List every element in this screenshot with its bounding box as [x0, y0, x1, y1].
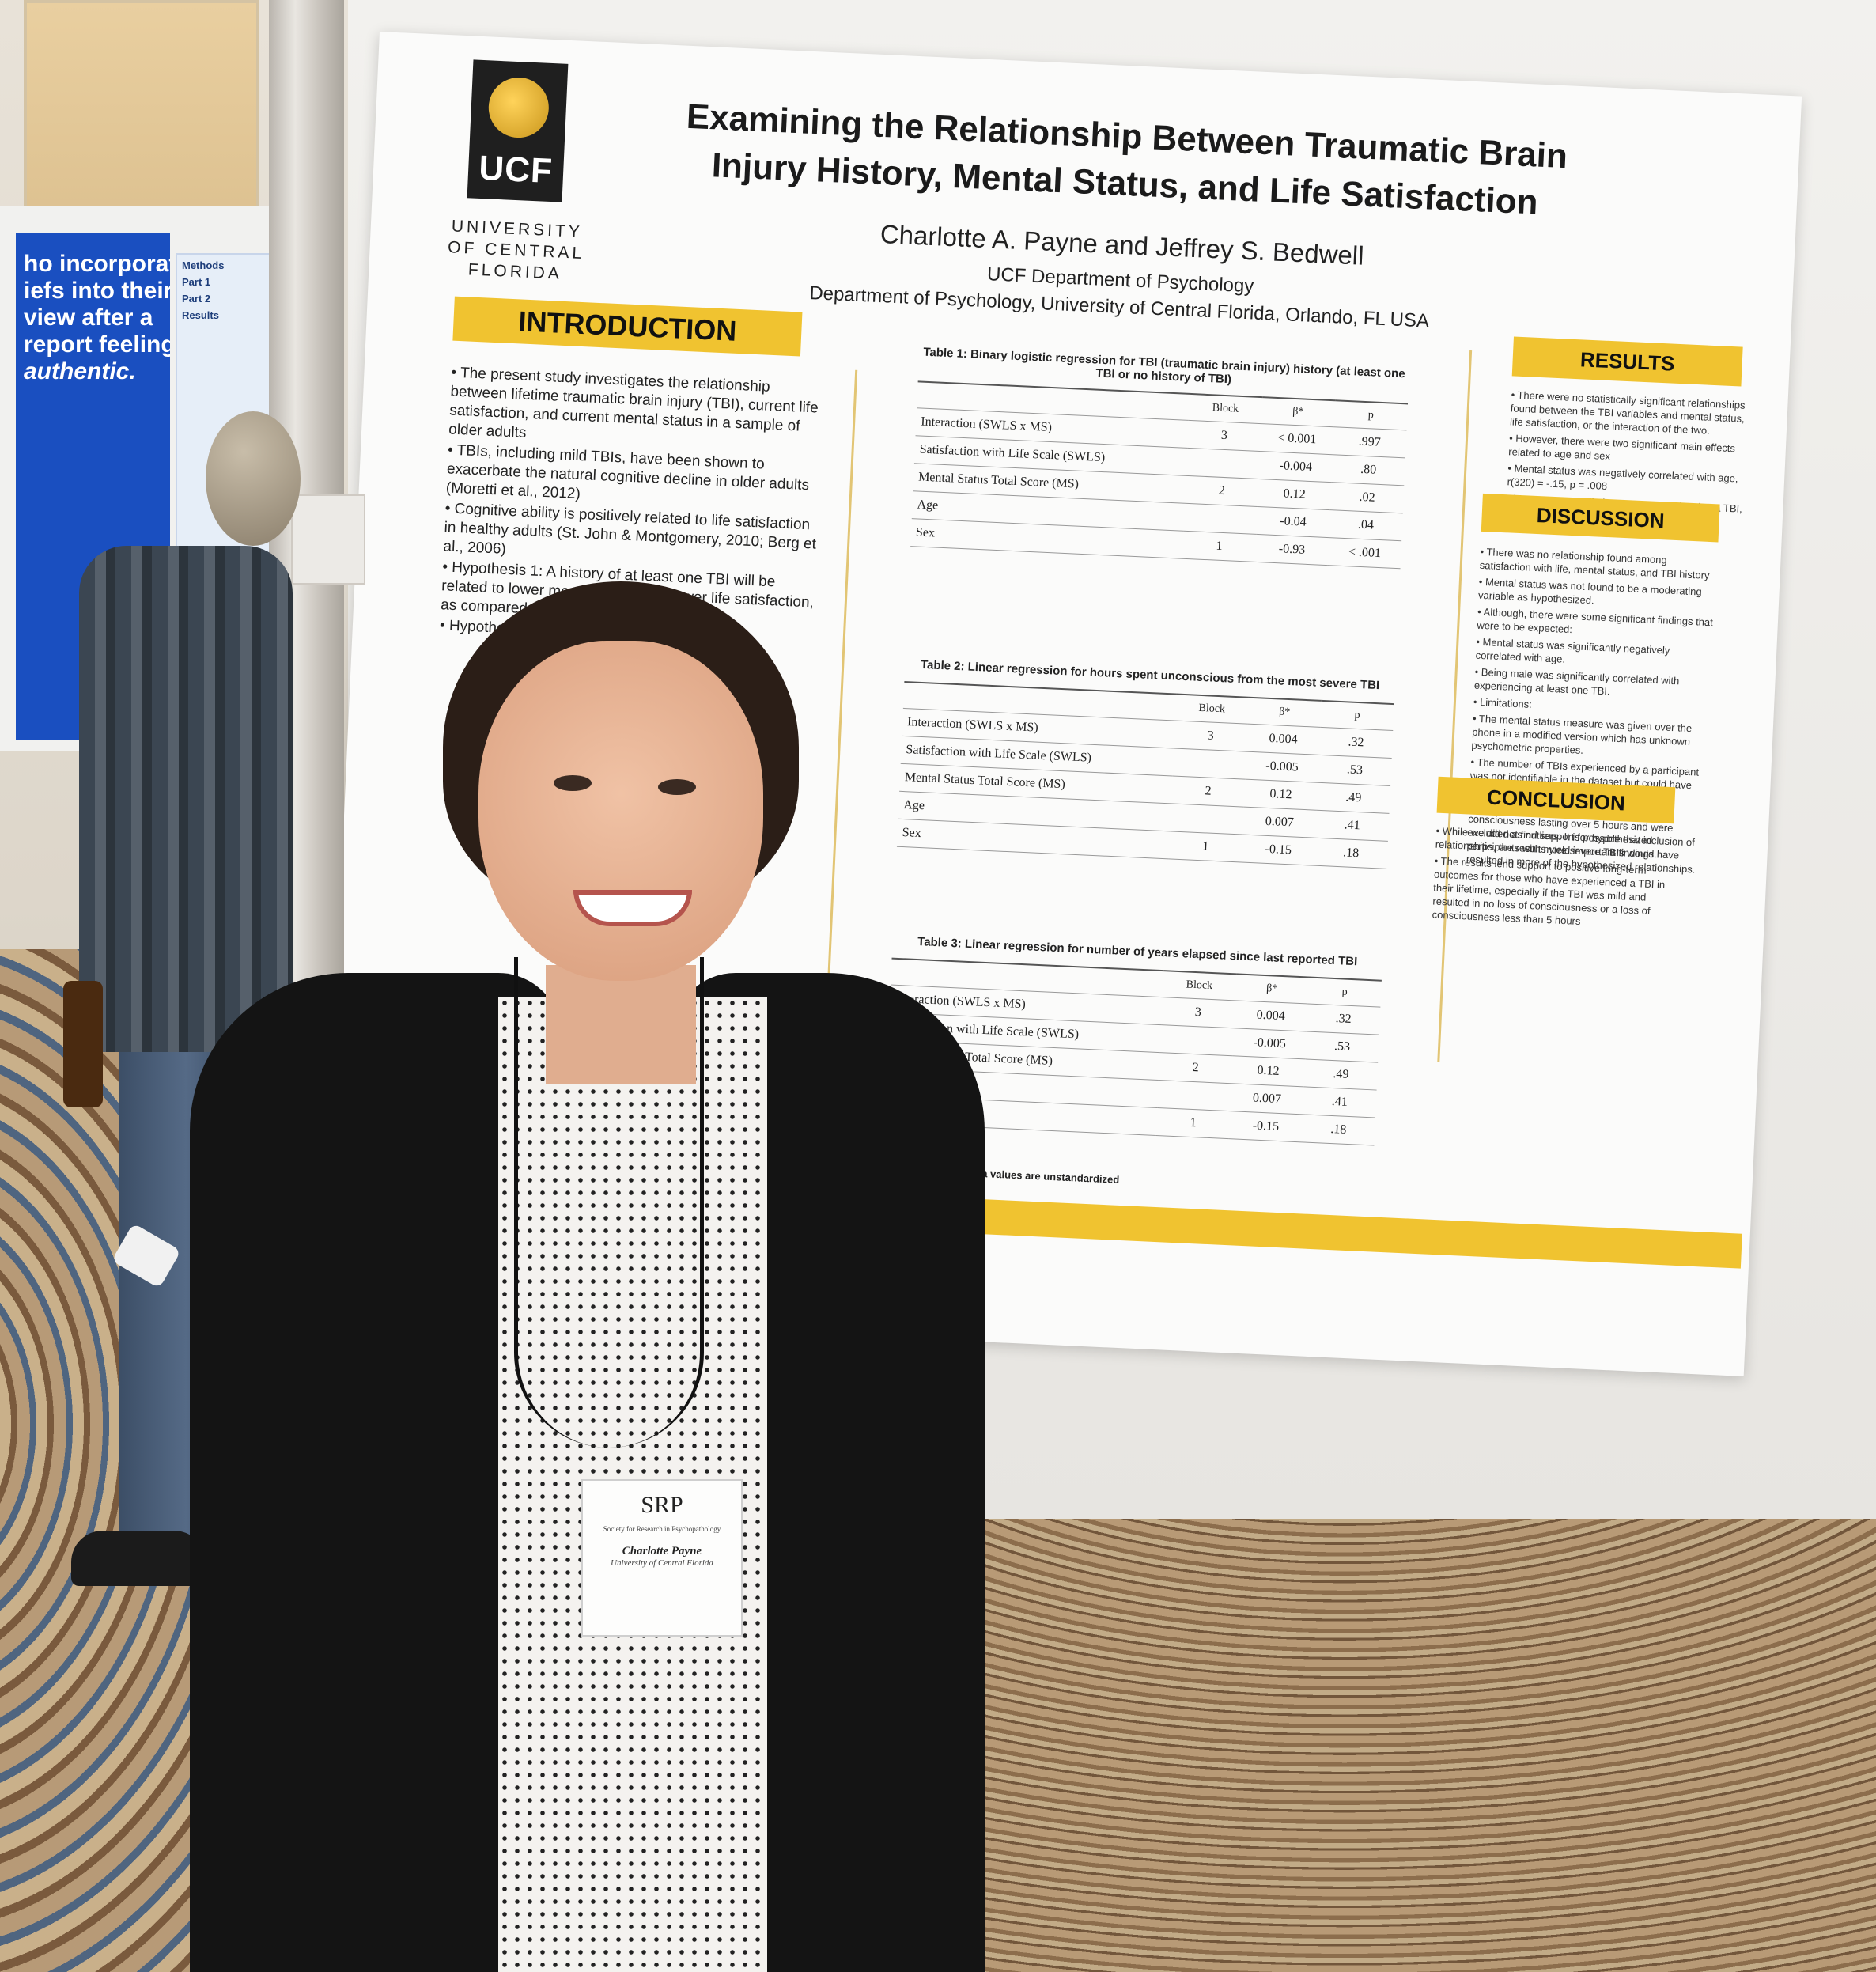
col-beta: β*: [1247, 697, 1322, 728]
lanyard: [514, 957, 704, 1448]
cell-p: .32: [1306, 1003, 1381, 1035]
presenter-face: [478, 641, 763, 981]
cell-beta: 0.12: [1257, 479, 1332, 510]
side-poster-label: Part 2: [182, 293, 211, 305]
cell-block: 1: [1168, 831, 1243, 863]
cell-block: 3: [1187, 420, 1261, 452]
logo-text: UCF: [478, 148, 554, 191]
cell-block: 2: [1171, 775, 1246, 808]
cell-beta: 0.12: [1231, 1055, 1306, 1087]
conclusion-bullet: • The results lend support to positive l…: [1432, 854, 1666, 928]
cell-block: [1159, 1024, 1234, 1056]
beta-note: *Beta values are unstandardized: [960, 1166, 1120, 1186]
cell-block: [1183, 503, 1258, 535]
cell-p: .80: [1331, 454, 1405, 486]
side-poster-label: Part 1: [182, 276, 211, 288]
badge-org: SRP: [641, 1492, 683, 1518]
cell-block: [1170, 803, 1244, 835]
cell-block: [1172, 748, 1246, 780]
pegasus-icon: [487, 76, 550, 139]
cell-beta: -0.04: [1256, 506, 1330, 538]
table1: Block β* p Interaction (SWLS x MS) 3 < 0.0…: [910, 380, 1408, 569]
cell-p: < .001: [1327, 537, 1402, 569]
cell-beta: -0.005: [1232, 1028, 1307, 1059]
cell-p: .997: [1332, 426, 1407, 458]
discussion-bullet: • The mental status measure was given ov…: [1471, 712, 1693, 756]
poster-title: Examining the Relationship Between Traum…: [685, 97, 1568, 222]
cell-p: .04: [1329, 509, 1403, 541]
cell-block: 2: [1184, 475, 1259, 507]
results-heading: RESULTS: [1511, 336, 1743, 387]
table2: Block β* p Interaction (SWLS x MS) 3 0.004…: [896, 681, 1394, 869]
eye: [658, 779, 696, 795]
col-block: Block: [1188, 393, 1263, 424]
cell-block: 1: [1182, 531, 1257, 562]
side-poster-label: Methods: [182, 259, 225, 271]
cell-block: [1186, 448, 1261, 479]
col-p: p: [1333, 400, 1408, 430]
left-poster-line: view after a: [24, 305, 153, 331]
cell-beta: < 0.001: [1260, 423, 1334, 455]
cell-p: .18: [1301, 1114, 1376, 1145]
col-block: Block: [1174, 694, 1249, 725]
badge-conference: Society for Research in Psychopathology: [603, 1525, 721, 1533]
left-poster-line: authentic.: [24, 358, 136, 384]
cell-block: [1157, 1080, 1231, 1111]
cell-p: .41: [1303, 1086, 1377, 1118]
cell-block: 1: [1155, 1107, 1231, 1139]
background-person-head: [206, 411, 301, 546]
left-poster-line: iefs into their: [24, 278, 170, 304]
conclusion-text: • While we did not find support for hypo…: [1432, 824, 1673, 935]
cell-block: 2: [1158, 1052, 1233, 1084]
background-person-shoe: [71, 1531, 206, 1586]
cell-beta: -0.15: [1228, 1111, 1303, 1142]
left-poster-line: report feeling: [24, 331, 170, 358]
eye: [554, 775, 592, 791]
introduction-heading: INTRODUCTION: [452, 296, 803, 357]
cell-p: .32: [1318, 727, 1394, 759]
cell-p: .49: [1303, 1058, 1379, 1091]
results-bullet: • There were no statistically significan…: [1509, 388, 1746, 437]
cell-beta: -0.004: [1258, 451, 1333, 483]
cell-beta: 0.007: [1230, 1083, 1304, 1115]
cell-block: 3: [1161, 997, 1235, 1028]
cell-beta: 0.004: [1246, 724, 1321, 755]
background-person: [79, 546, 293, 1052]
ucf-logo: UCF: [467, 59, 569, 202]
column-divider: [1437, 350, 1473, 1062]
col-p: p: [1307, 977, 1382, 1008]
cell-p: .53: [1305, 1031, 1379, 1063]
wall-panel: [24, 0, 259, 244]
col-block: Block: [1162, 971, 1237, 1001]
badge-name: Charlotte Payne: [622, 1545, 702, 1558]
col-p: p: [1320, 700, 1394, 731]
cell-p: .53: [1318, 755, 1392, 786]
col-beta: β*: [1261, 397, 1336, 427]
badge-university: University of Central Florida: [611, 1558, 713, 1568]
smile: [573, 890, 692, 926]
cell-beta: -0.005: [1245, 751, 1319, 783]
cell-beta: 0.12: [1243, 779, 1318, 811]
cell-beta: -0.93: [1254, 534, 1329, 566]
bottle: [63, 981, 103, 1107]
cell-beta: -0.15: [1241, 835, 1315, 866]
cell-p: .49: [1316, 782, 1391, 814]
university-name: UNIVERSITY OF CENTRAL FLORIDA: [447, 217, 585, 283]
side-poster-label: Results: [182, 309, 219, 321]
name-badge: SRP Society for Research in Psychopathol…: [581, 1479, 743, 1637]
intro-bullet: • The present study investigates the rel…: [448, 364, 819, 441]
left-poster-line: ho incorporate: [24, 251, 170, 277]
col-beta: β*: [1235, 974, 1309, 1004]
cell-p: .18: [1314, 838, 1388, 869]
board-clip: [291, 494, 365, 585]
cell-p: .41: [1314, 810, 1390, 842]
cell-block: 3: [1173, 721, 1248, 752]
cell-p: .02: [1329, 482, 1405, 513]
cell-beta: 0.004: [1233, 1000, 1308, 1031]
cell-beta: 0.007: [1242, 807, 1317, 838]
